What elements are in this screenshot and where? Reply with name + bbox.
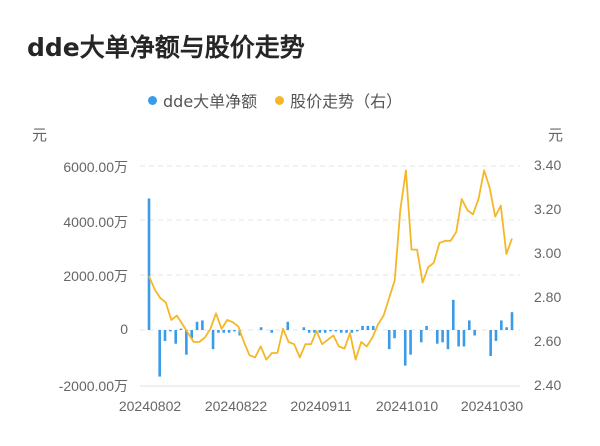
x-tick-3: 20241010 xyxy=(375,398,439,414)
legend-label-dde: dde大单净额 xyxy=(163,92,258,111)
legend-dot-price-icon xyxy=(275,95,285,105)
right-tick-300: 3.00 xyxy=(534,245,562,261)
right-tick-320: 3.20 xyxy=(534,201,562,217)
grid-lines xyxy=(140,165,520,387)
legend-dot-dde-icon xyxy=(148,95,157,105)
right-axis-unit: 元 xyxy=(548,126,564,144)
chart-title: dde大单净额与股价走势 xyxy=(27,33,305,62)
legend-item-price[interactable]: 股价走势（右） xyxy=(275,88,402,112)
left-tick-2000: 2000.00万 xyxy=(63,268,128,284)
right-tick-260: 2.60 xyxy=(534,333,562,349)
left-tick-6000: 6000.00万 xyxy=(63,159,128,175)
x-tick-0: 20240802 xyxy=(118,398,182,414)
right-tick-280: 2.80 xyxy=(534,289,562,305)
x-tick-2: 20240911 xyxy=(290,398,352,414)
left-tick-0: 0 xyxy=(120,321,128,337)
price-line xyxy=(148,169,513,361)
legend-label-price: 股价走势（右） xyxy=(290,92,403,111)
left-axis-unit: 元 xyxy=(32,126,48,144)
legend-item-dde[interactable]: dde大单净额 xyxy=(148,88,257,112)
dde-bars xyxy=(147,198,514,377)
x-tick-4: 20241030 xyxy=(460,398,524,414)
left-tick-4000: 4000.00万 xyxy=(63,214,128,230)
x-tick-1: 20240822 xyxy=(204,398,268,414)
right-tick-240: 2.40 xyxy=(534,377,562,393)
right-tick-340: 3.40 xyxy=(534,157,562,173)
chart-legend: dde大单净额 股价走势（右） xyxy=(148,88,420,112)
left-tick-neg2000: -2000.00万 xyxy=(58,378,128,394)
